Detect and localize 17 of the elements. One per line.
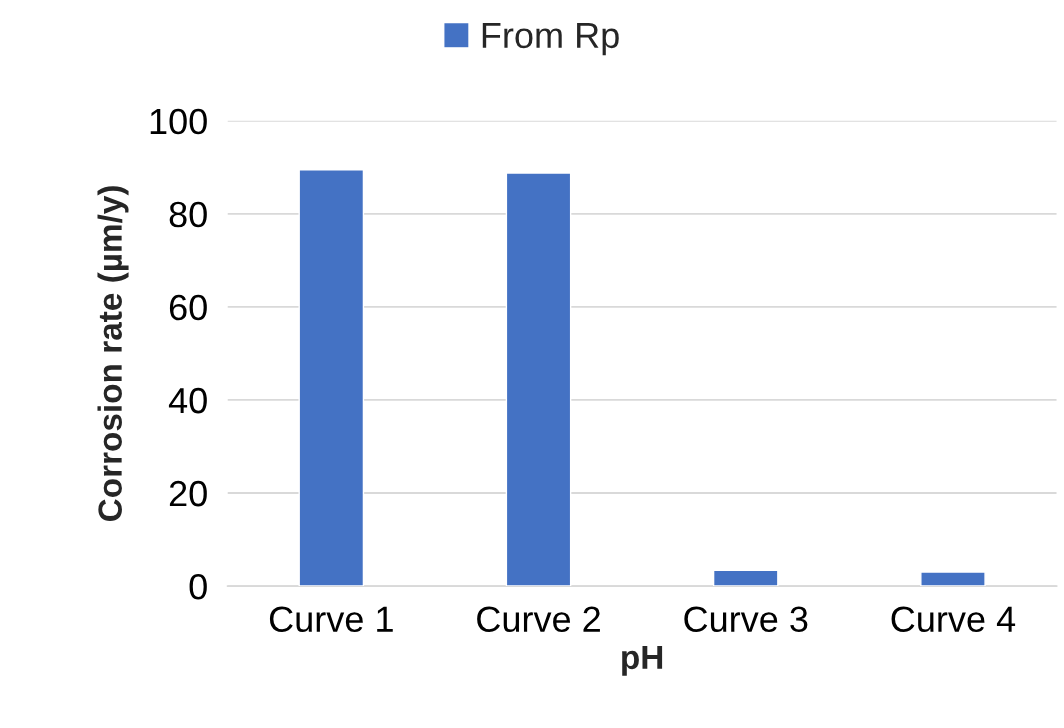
y-tick-label: 60: [169, 294, 207, 321]
legend-label: From Rp: [482, 22, 619, 56]
x-axis-title: pH: [622, 645, 663, 676]
x-tick-label: Curve 4: [891, 606, 1016, 633]
bar: [298, 168, 365, 587]
y-tick-label: 40: [168, 387, 207, 414]
y-axis-title: Corrosion rate (µm/y): [97, 186, 129, 521]
bar: [920, 571, 986, 587]
y-tick-label: 20: [169, 480, 207, 507]
bar: [712, 569, 779, 587]
x-tick-label: Curve 1: [269, 606, 393, 633]
bar: [505, 172, 572, 587]
y-tick-label: 80: [169, 201, 207, 228]
x-tick-label: Curve 2: [477, 606, 600, 633]
y-tick-label: 0: [189, 573, 207, 600]
x-tick-label: Curve 3: [684, 606, 808, 633]
y-tick-label: 100: [150, 108, 207, 135]
